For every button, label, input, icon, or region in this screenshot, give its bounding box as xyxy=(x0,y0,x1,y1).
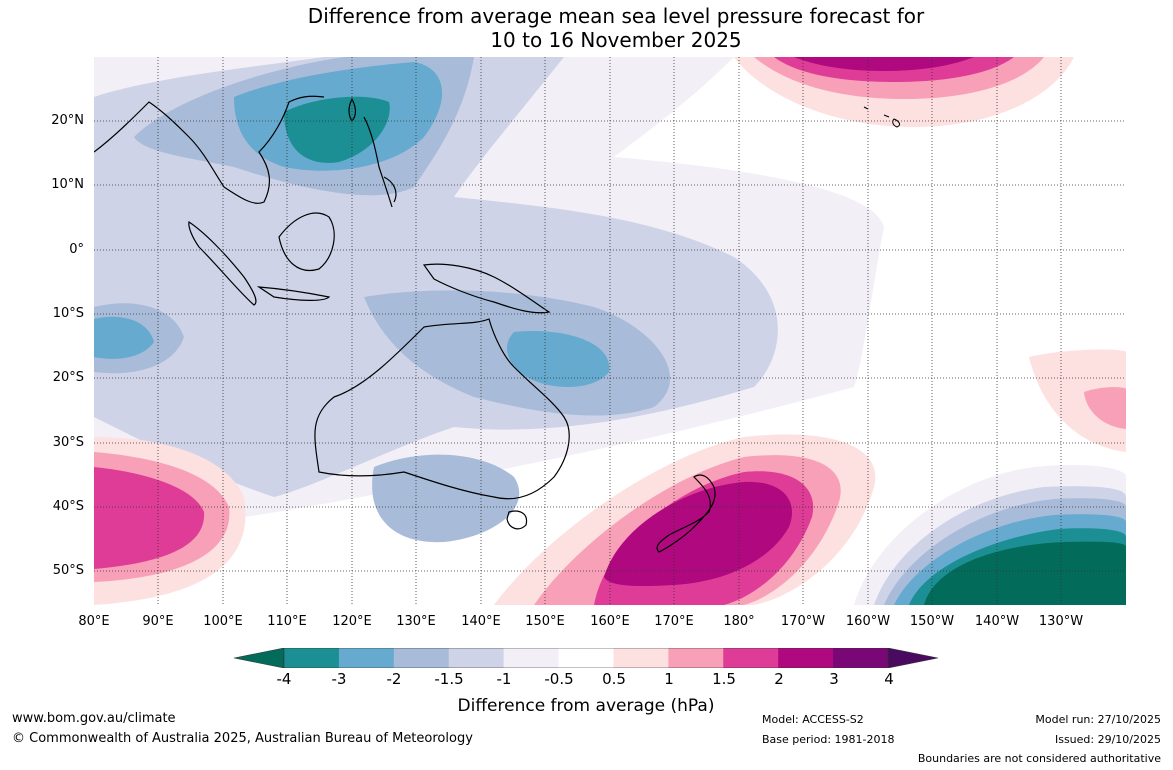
colorbar-outline xyxy=(283,648,889,668)
footer-website[interactable]: www.bom.gov.au/climate xyxy=(12,711,176,726)
new-zealand-coastline xyxy=(656,474,716,553)
lon-label-150w: 150°W xyxy=(909,614,955,629)
footer-copyright: © Commonwealth of Australia 2025, Austra… xyxy=(12,731,473,746)
anomaly-region-se-low-4 xyxy=(924,541,1126,605)
anomaly-region-e-high-0-5 xyxy=(1029,349,1126,452)
lon-label-120e: 120°E xyxy=(332,614,372,629)
colorbar-tick-3: -1.5 xyxy=(434,670,464,688)
lon-label-140e: 140°E xyxy=(461,614,501,629)
anomaly-region-minus-1-5 xyxy=(94,57,671,543)
colorbar-tick-5: -0.5 xyxy=(544,670,574,688)
colorbar-max-arrow xyxy=(887,648,938,668)
footer-model: Model: ACCESS-S2 xyxy=(762,713,864,726)
anomaly-region-nz-high-2 xyxy=(604,481,792,587)
colorbar-tick-9: 2 xyxy=(774,670,784,688)
lat-label-30s: 30°S xyxy=(52,435,84,450)
colorbar-tick-11: 4 xyxy=(884,670,894,688)
colorbar-segment-2 xyxy=(393,648,450,668)
colorbar-tick-7: 1 xyxy=(664,670,674,688)
colorbar-tick-1: -3 xyxy=(331,670,347,688)
colorbar-min-arrow xyxy=(234,648,285,668)
colorbar-segment-6 xyxy=(613,648,669,668)
borneo-coastline xyxy=(278,212,335,271)
colorbar-segment-3 xyxy=(448,648,505,668)
philippines-coastline xyxy=(363,116,397,208)
colorbar-segments xyxy=(284,648,889,668)
colorbar-segment-5 xyxy=(558,648,614,668)
colorbar-tick-0: -4 xyxy=(276,670,292,688)
lon-label-180: 180° xyxy=(723,614,755,629)
colorbar-segment-1 xyxy=(338,648,395,668)
lat-label-40s: 40°S xyxy=(52,499,84,514)
lat-label-20n: 20°N xyxy=(51,113,84,128)
colorbar-segment-9 xyxy=(778,648,834,668)
lon-label-90e: 90°E xyxy=(142,614,174,629)
footer-model-run: Model run: 27/10/2025 xyxy=(1035,713,1161,726)
footer-base-period: Base period: 1981-2018 xyxy=(762,733,895,746)
anomaly-region-sw-high-1-5 xyxy=(94,467,205,569)
colorbar-label: Difference from average (hPa) xyxy=(457,696,715,716)
se-asia-coastline xyxy=(94,95,325,204)
lat-label-50s: 50°S xyxy=(52,563,84,578)
colorbar-tick-6: 0.5 xyxy=(602,670,626,688)
java-coastline xyxy=(256,286,331,301)
chart-title: Difference from average mean sea level p… xyxy=(0,4,1173,52)
lon-label-80e: 80°E xyxy=(78,614,110,629)
title-line-1: Difference from average mean sea level p… xyxy=(307,4,925,28)
lon-label-160e: 160°E xyxy=(590,614,630,629)
colorbar-segment-8 xyxy=(723,648,779,668)
tasmania-coastline xyxy=(506,510,528,530)
colorbar-segment-0 xyxy=(284,648,340,668)
colorbar-tick-10: 3 xyxy=(829,670,839,688)
sumatra-coastline xyxy=(188,221,257,306)
lon-label-130w: 130°W xyxy=(1038,614,1084,629)
lon-label-110e: 110°E xyxy=(267,614,307,629)
lon-label-140w: 140°W xyxy=(974,614,1020,629)
title-line-2: 10 to 16 November 2025 xyxy=(490,28,742,52)
footer-disclaimer: Boundaries are not considered authoritat… xyxy=(917,752,1161,765)
lon-label-150e: 150°E xyxy=(525,614,565,629)
anomaly-region-minus-3 xyxy=(284,96,390,163)
colorbar xyxy=(234,648,938,668)
australia-coastline xyxy=(314,318,570,500)
lat-label-20s: 20°S xyxy=(52,370,84,385)
lon-label-100e: 100°E xyxy=(203,614,243,629)
colorbar-segment-7 xyxy=(668,648,724,668)
colorbar-tick-2: -2 xyxy=(386,670,402,688)
pressure-anomaly-map xyxy=(94,57,1126,605)
footer-issued: Issued: 29/10/2025 xyxy=(1054,733,1161,746)
colorbar-tick-4: -1 xyxy=(496,670,512,688)
lat-label-0: 0° xyxy=(69,242,84,257)
map-svg xyxy=(94,57,1126,605)
anomaly-region-e-high-1 xyxy=(1084,387,1126,429)
lon-label-160w: 160°W xyxy=(845,614,891,629)
new-guinea-coastline xyxy=(422,263,551,314)
colorbar-tick-8: 1.5 xyxy=(712,670,736,688)
lon-label-170e: 170°E xyxy=(654,614,694,629)
lat-label-10n: 10°N xyxy=(51,177,84,192)
lat-label-10s: 10°S xyxy=(52,306,84,321)
anomaly-region-n-high-2 xyxy=(794,57,974,71)
lon-label-170w: 170°W xyxy=(780,614,826,629)
lon-label-130e: 130°E xyxy=(396,614,436,629)
colorbar-segment-10 xyxy=(833,648,889,668)
map-gridlines xyxy=(94,57,1126,605)
colorbar-segment-4 xyxy=(503,648,560,668)
